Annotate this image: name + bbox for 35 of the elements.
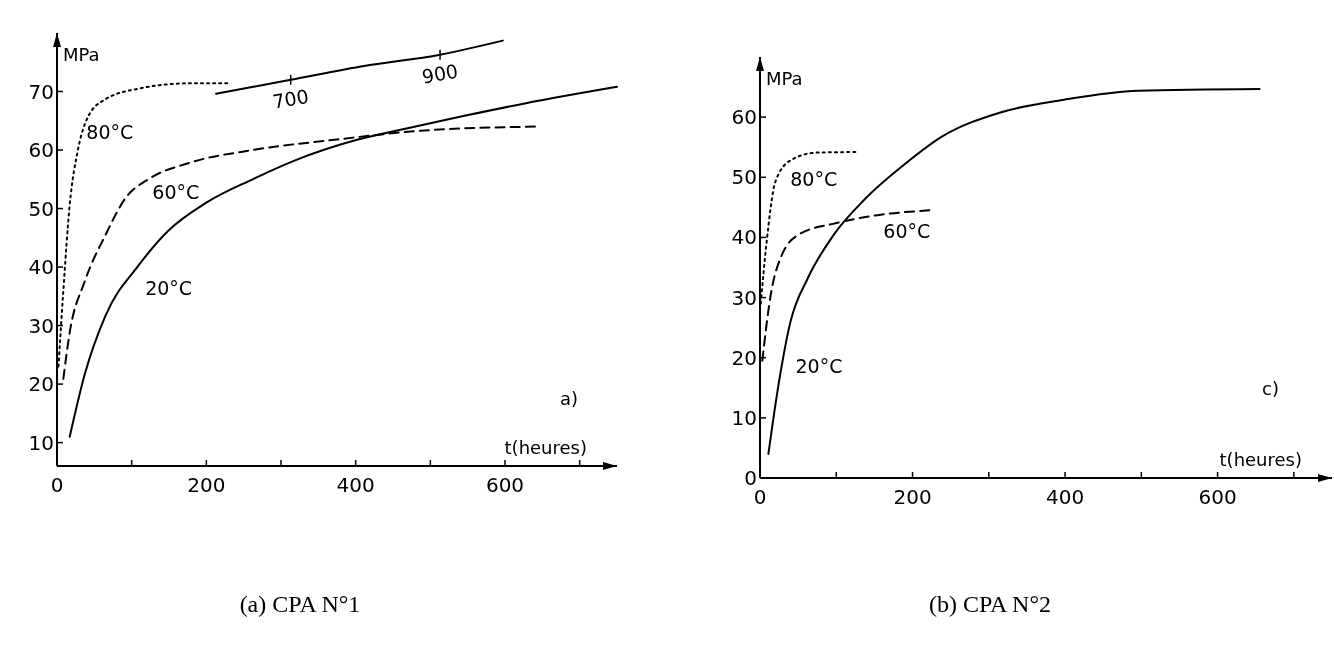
series-label: 20°C [795,354,843,377]
text: (a) CPA N°1 [239,591,361,617]
y-tick-label: 50 [731,165,757,190]
y-tick-label: 20 [28,372,54,397]
series-label: 20°C [145,276,193,299]
y-tick-label: 20 [731,345,757,370]
annotation: c) [1262,378,1279,399]
y-axis-title: MPa [63,44,100,65]
y-tick-label: 10 [731,405,757,430]
text: (b) CPA N°2 [928,591,1052,617]
y-tick-label: 60 [731,105,757,130]
y-tick-label: 40 [28,255,54,280]
x-axis-title: t(heures) [504,437,587,458]
annotation: 700 [270,84,311,113]
series-label: 80°C [86,121,134,144]
x-axis-title: t(heures) [1219,449,1302,470]
y-axis-title: MPa [766,68,803,89]
y-tick-label: 60 [28,138,54,163]
series-label: 60°C [883,220,931,243]
x-tick-label: 200 [893,485,932,509]
y-tick-label: 30 [731,285,757,310]
x-tick-label: 400 [1045,485,1085,509]
y-tick-label: 70 [28,79,54,104]
y-tick-label: 50 [28,196,54,221]
annotation: 900 [420,59,460,88]
series-label: 60°C [152,180,200,203]
y-tick-label: 40 [731,225,757,250]
x-tick-label: 400 [336,473,375,497]
y-tick-label: 30 [28,313,54,338]
x-tick-label: 600 [1198,485,1237,509]
y-tick-label: 10 [28,430,54,455]
series-label: 80°C [790,168,838,191]
x-tick-label: 200 [187,473,226,497]
x-tick-label: 600 [485,473,525,497]
annotation: a) [560,388,579,409]
